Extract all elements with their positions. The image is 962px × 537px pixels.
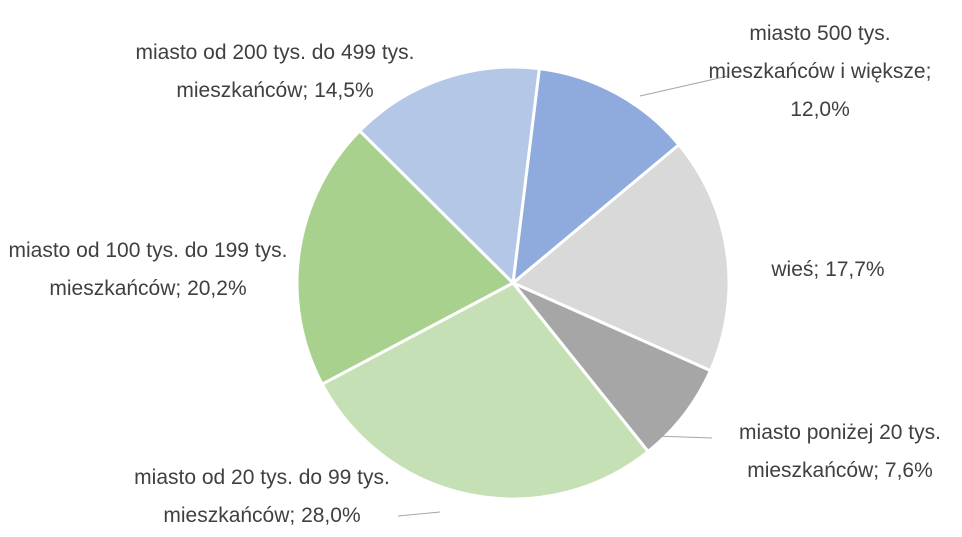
data-label: miasto 500 tys. mieszkańców i większe; 1… (705, 15, 935, 129)
label-name: miasto od 20 tys. do 99 tys. mieszkańców (134, 466, 390, 527)
pie-slice (511, 281, 713, 454)
leader-line (639, 75, 729, 97)
label-separator: ; (925, 60, 932, 83)
label-value: 7,6% (884, 459, 933, 482)
label-value: 20,2% (187, 277, 247, 300)
label-name: wieś (771, 258, 814, 281)
pie-slice (510, 142, 731, 373)
pie-slice (357, 65, 541, 287)
data-label: miasto poniżej 20 tys. mieszkańców; 7,6% (715, 414, 962, 490)
label-name: miasto poniżej 20 tys. mieszkańców (739, 421, 941, 482)
label-value: 17,7% (825, 258, 885, 281)
label-value: 28,0% (301, 504, 361, 527)
pie-slice (511, 66, 682, 287)
label-separator: ; (175, 277, 188, 300)
label-separator: ; (289, 504, 302, 527)
data-label: miasto od 100 tys. do 199 tys. mieszkańc… (0, 232, 298, 308)
label-name: miasto od 100 tys. do 199 tys. mieszkańc… (8, 239, 288, 300)
label-name: miasto od 200 tys. do 499 tys. mieszkańc… (135, 41, 415, 102)
leader-line (654, 435, 713, 439)
label-name: miasto 500 tys. mieszkańców i większe (708, 22, 926, 83)
label-separator: ; (873, 459, 885, 482)
label-separator: ; (813, 258, 826, 281)
label-separator: ; (302, 79, 315, 102)
label-value: 14,5% (314, 79, 374, 102)
pie-slice (295, 128, 516, 387)
leader-line (397, 511, 441, 517)
pie-slice (320, 281, 651, 501)
data-label: miasto od 200 tys. do 499 tys. mieszkańc… (120, 34, 430, 110)
data-label: miasto od 20 tys. do 99 tys. mieszkańców… (77, 459, 447, 535)
data-label: wieś; 17,7% (728, 251, 928, 289)
label-value: 12,0% (790, 98, 850, 121)
